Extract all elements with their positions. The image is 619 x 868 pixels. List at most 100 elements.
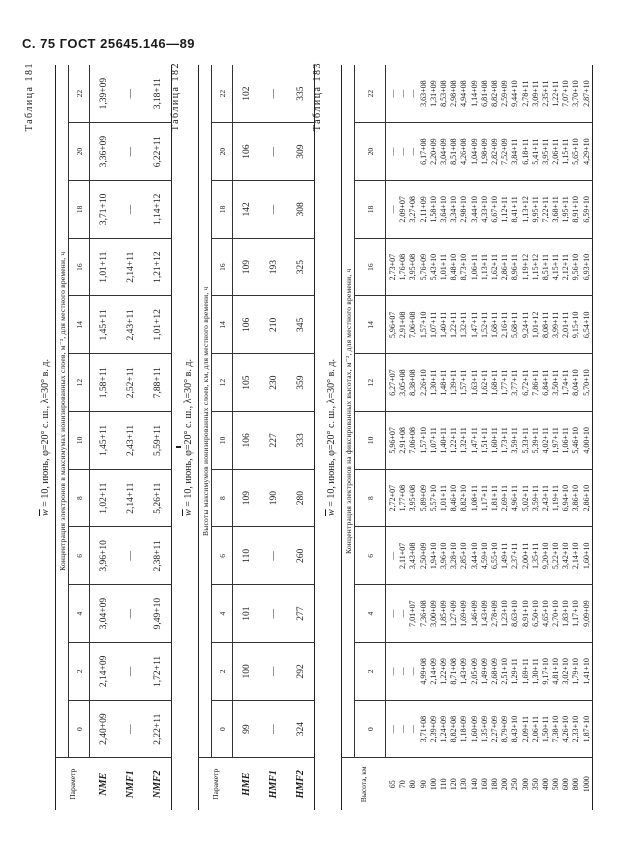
table-cell: 7,01+07 xyxy=(408,584,419,643)
table-cell: 2,43+11 xyxy=(117,411,144,470)
hour-header: 18 xyxy=(68,180,90,239)
table-cell: 4,94+08 xyxy=(459,65,470,123)
table-cell: 4,26+08 xyxy=(459,122,470,181)
table-cell: 2,37+11 xyxy=(510,527,521,585)
table-cell: — xyxy=(117,122,144,181)
subheader: Концентрация электронов на фиксированных… xyxy=(341,65,355,758)
table-header: Параметр Высоты максимумов ионизированных… xyxy=(198,65,233,810)
table-body: 65— — — —2,72+07 5,96+07 6,27+07 5,96+07 2,73+0… xyxy=(385,65,593,810)
table-cell: 6,84+11 xyxy=(540,353,551,412)
table-row: 800 2,33+10 1,79+10 1,17+10 2,14+10 3,86+10 5,… xyxy=(571,65,582,810)
table-cell: 6,67+10 xyxy=(489,180,501,239)
table-cell: 1,49+09 xyxy=(479,642,490,701)
table-cell: 1,68+11 xyxy=(489,353,501,412)
table-cell: 1,97+11 xyxy=(551,411,562,470)
table-cell: 1,60+09 xyxy=(469,700,480,758)
table-cell: 2,38+11 xyxy=(144,527,172,585)
row-label: 250 xyxy=(510,758,521,810)
table-row: 1000 1,87+10 1,41+10 9,09+09 1,60+10 2,86+10 4… xyxy=(581,65,593,810)
table-cell: — xyxy=(385,642,399,701)
table-cell: 5,65+10 xyxy=(571,122,582,181)
table-cell: — xyxy=(385,584,399,643)
table-cell: 4,33+10 xyxy=(479,180,490,239)
table-cell: — xyxy=(260,700,287,758)
table-cell: 1,51+11 xyxy=(479,411,490,470)
table-cell: 3,50+11 xyxy=(551,353,562,412)
hour-header: 14 xyxy=(68,296,90,354)
hour-header: 22 xyxy=(354,65,386,123)
table-cell: 1,27+09 xyxy=(449,584,460,643)
table-cell: 8,73+10 xyxy=(459,238,470,296)
table-cell: 308 xyxy=(287,180,315,239)
table-row: 100 2,39+09 2,14+09 3,00+09 1,94+10 5,57+10 1,… xyxy=(428,65,439,810)
table-cell: 9,24+11 xyxy=(520,296,531,354)
table-cell: 6,54+10 xyxy=(581,296,593,354)
table-row: HMF1— — — —190 227 230 210 193— — — xyxy=(260,65,287,810)
table-cell: — xyxy=(117,584,144,643)
table-cell: 6,93+10 xyxy=(581,238,593,296)
table-cell: 2,70+10 xyxy=(551,584,562,643)
table-cell: 1,72+11 xyxy=(144,642,172,701)
table-cell: 8,82+10 xyxy=(459,469,470,527)
table-cell: 8,96+11 xyxy=(510,238,521,296)
title-variable: w xyxy=(183,509,194,516)
table-cell: 1,13+12 xyxy=(520,180,531,239)
table-cell: 3,95+08 xyxy=(408,238,419,296)
table-cell: 105 xyxy=(232,353,260,412)
table-cell: 2,51+10 xyxy=(500,642,511,701)
table-cell: 3,09+11 xyxy=(530,65,541,123)
table-cell: 2,26+10 xyxy=(418,353,429,412)
table-cell: 8,51+08 xyxy=(449,122,460,181)
table-cell: 8,79+09 xyxy=(500,700,511,758)
row-label: HMF1 xyxy=(260,758,287,810)
table-cell: 210 xyxy=(260,296,287,354)
table-cell: 2,69+11 xyxy=(500,469,511,527)
table-cell: 1,79+10 xyxy=(571,642,582,701)
table-cell: 8,46+10 xyxy=(449,469,460,527)
table-cell: 3,96+10 xyxy=(438,527,450,585)
page-header: С. 75 ГОСТ 25645.146—89 xyxy=(22,36,196,51)
table-row: 80— —7,01+07 3,43+08 3,95+08 7,06+08 8,38+08 7… xyxy=(408,65,419,810)
hour-header: 6 xyxy=(68,527,90,585)
table-cell: 142 xyxy=(232,180,260,239)
table-183: Высота, км Концентрация электронов на фик… xyxy=(341,65,593,810)
table-cell: 2,35+11 xyxy=(540,65,551,123)
table-cell: 1,81+11 xyxy=(489,469,501,527)
table-cell: 2,14+09 xyxy=(428,642,439,701)
table-cell: 4,29+10 xyxy=(581,122,593,181)
hour-header: 18 xyxy=(354,180,386,239)
table-cell: 1,15+12 xyxy=(530,238,541,296)
table-cell: 1,31+09 xyxy=(428,65,439,123)
table-cell: 260 xyxy=(287,527,315,585)
table-cell: 8,91+10 xyxy=(571,180,582,239)
table-cell: 3,71+08 xyxy=(418,700,429,758)
row-label: 100 xyxy=(428,758,439,810)
row-label: HMF2 xyxy=(287,758,315,810)
table-row: 120 8,82+08 8,71+08 1,27+09 3,28+10 8,46+10 1,… xyxy=(449,65,460,810)
subheader: Высоты максимумов ионизированных слоев, … xyxy=(198,65,212,758)
hour-header: 10 xyxy=(354,411,386,470)
scan-mark xyxy=(176,446,181,448)
table-cell: 8,04+10 xyxy=(571,353,582,412)
table-cell: 1,58+11 xyxy=(89,353,117,412)
table-cell: 1,01+12 xyxy=(144,296,172,354)
table-cell: 9,17+10 xyxy=(540,642,551,701)
row-label: 180 xyxy=(489,758,501,810)
table-cell: 2,16+11 xyxy=(500,296,511,354)
table-cell: 1,02+11 xyxy=(89,469,117,527)
table-cell: 1,46+09 xyxy=(469,584,480,643)
table-cell: 2,72+07 xyxy=(385,469,399,527)
table-cell: 3,34+10 xyxy=(449,180,460,239)
table-cell: 7,22+11 xyxy=(540,180,551,239)
table-cell: 1,77+08 xyxy=(398,469,409,527)
table-cell: 2,39+09 xyxy=(428,700,439,758)
table-cell: 2,82+09 xyxy=(489,122,501,181)
hour-header: 16 xyxy=(354,238,386,296)
table-row: 200 8,79+09 2,51+10 1,23+10 1,49+11 2,69+11 1,… xyxy=(500,65,511,810)
table-cell: 7,88+11 xyxy=(144,353,172,412)
table-cell: 2,98+10 xyxy=(459,180,470,239)
table-cell: 1,01+11 xyxy=(438,238,450,296)
table-cell: 106 xyxy=(232,122,260,181)
table-cell: 2,78+09 xyxy=(489,584,501,643)
table-cell: — xyxy=(398,584,409,643)
